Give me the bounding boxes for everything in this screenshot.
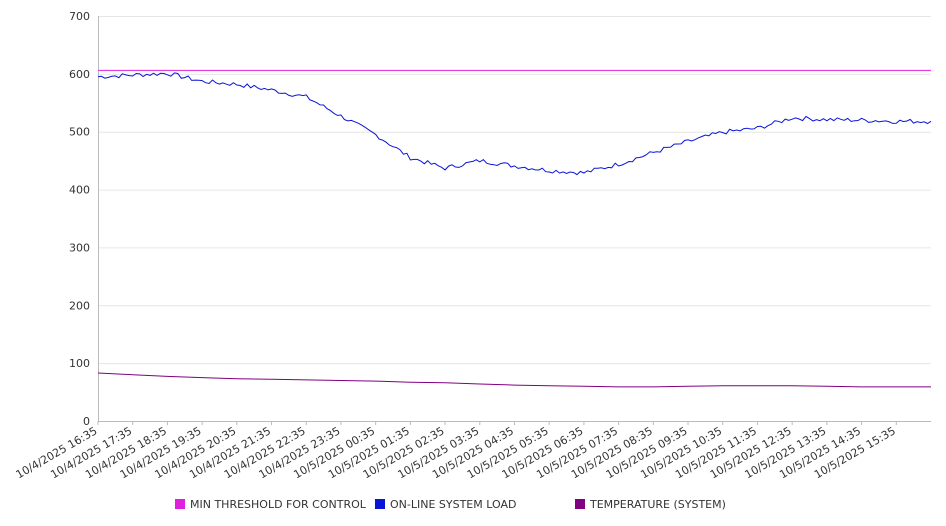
y-tick-label: 600 (69, 68, 90, 81)
legend-item-min-threshold[interactable]: MIN THRESHOLD FOR CONTROL (175, 498, 366, 511)
legend-swatch-temperature (575, 499, 585, 509)
y-tick-label: 200 (69, 299, 90, 312)
legend-label-temperature: TEMPERATURE (SYSTEM) (590, 498, 726, 511)
y-tick-label: 300 (69, 241, 90, 254)
legend-swatch-system-load (375, 499, 385, 509)
legend-swatch-min-threshold (175, 499, 185, 509)
y-tick-label: 0 (83, 415, 90, 428)
y-axis-ticks: 0 100 200 300 400 500 600 700 (69, 10, 90, 428)
gridlines (98, 16, 931, 365)
series-lines (97, 69, 932, 388)
legend-label-min-threshold: MIN THRESHOLD FOR CONTROL (190, 498, 366, 511)
y-tick-label: 500 (69, 126, 90, 139)
legend-label-system-load: ON-LINE SYSTEM LOAD (390, 498, 517, 511)
y-tick-label: 700 (69, 10, 90, 23)
y-tick-label: 400 (69, 184, 90, 197)
series-line-1 (97, 72, 932, 176)
y-tick-label: 100 (69, 357, 90, 370)
series-line-2 (97, 372, 931, 388)
legend-item-system-load[interactable]: ON-LINE SYSTEM LOAD (375, 498, 516, 511)
legend-item-temperature[interactable]: TEMPERATURE (SYSTEM) (575, 498, 726, 511)
legend: MIN THRESHOLD FOR CONTROL ON-LINE SYSTEM… (0, 496, 946, 516)
